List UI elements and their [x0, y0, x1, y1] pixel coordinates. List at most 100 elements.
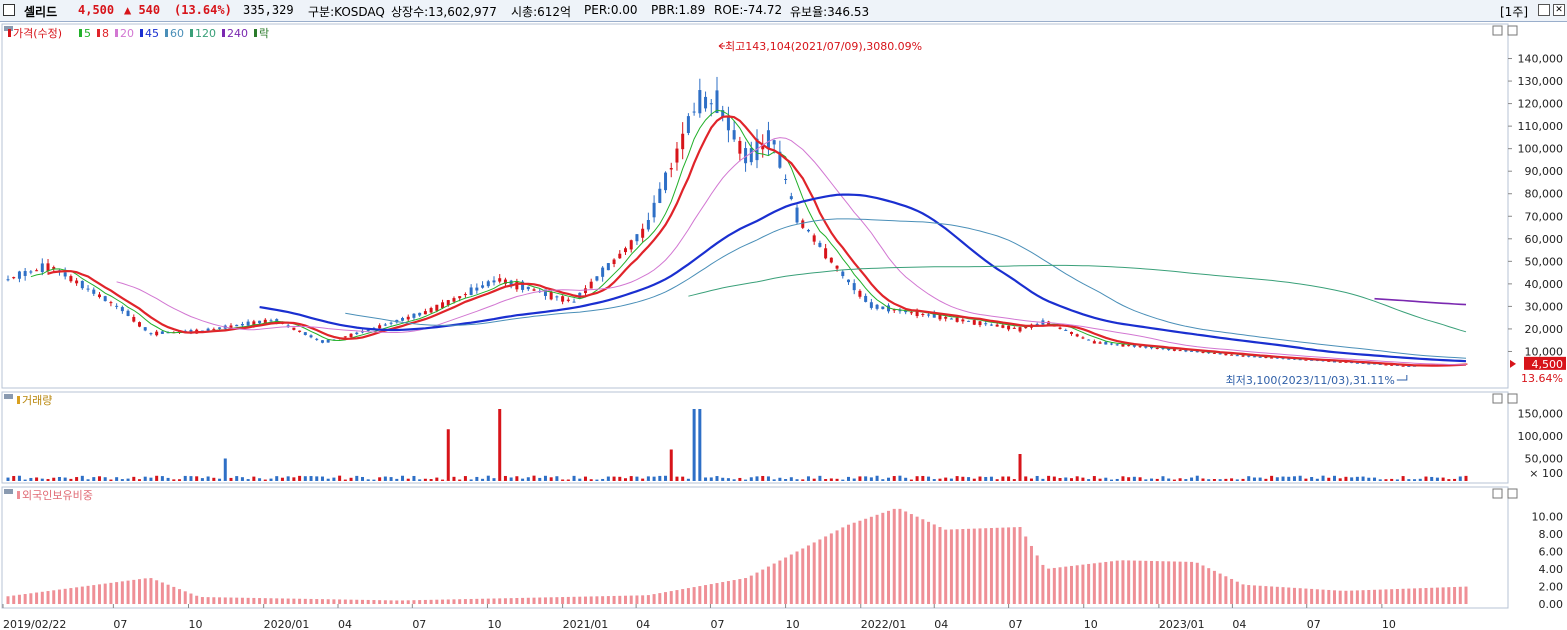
period-button[interactable]: [1주]	[1500, 5, 1529, 19]
price-candle	[246, 321, 250, 326]
foreign-ratio-bar	[1161, 561, 1165, 604]
price-y-tick-label: 30,000	[1525, 300, 1564, 313]
foreign-ratio-bar	[881, 512, 885, 604]
foreign-ratio-bar	[12, 595, 16, 604]
foreign-ratio-bar	[418, 600, 422, 604]
volume-bar	[435, 477, 439, 481]
volume-bar	[1075, 476, 1079, 481]
price-candle	[629, 240, 633, 250]
volume-bar	[1338, 478, 1342, 481]
volume-bar	[280, 477, 284, 481]
volume-bar	[641, 478, 645, 481]
foreign-ratio-bar	[898, 508, 902, 604]
price-candle	[269, 320, 273, 322]
foreign-ratio-bar	[320, 599, 324, 604]
foreign-ratio-bar	[338, 599, 342, 604]
price-candle	[412, 313, 416, 318]
volume-bar	[103, 477, 107, 481]
price-candle	[1270, 357, 1274, 359]
price-candle	[132, 316, 136, 322]
foreign-ratio-bar	[1453, 586, 1457, 604]
maximize-icon[interactable]	[1538, 4, 1550, 16]
price-candle	[1384, 364, 1388, 366]
price-candle	[120, 307, 124, 312]
foreign-ratio-bar	[583, 596, 587, 604]
price-candle	[846, 279, 850, 283]
volume-bar	[1350, 477, 1354, 481]
panel-1-frame	[1, 23, 1509, 389]
price-candle	[155, 331, 159, 336]
volume-bar	[1281, 476, 1285, 481]
foreign-ratio-bar	[1458, 586, 1462, 604]
price-y-tick-label: 70,000	[1525, 210, 1564, 223]
price-candle	[869, 302, 873, 308]
price-candle	[1310, 359, 1314, 361]
price-candle	[86, 288, 90, 290]
volume-bar	[852, 478, 856, 481]
foreign-ratio-bar	[1144, 560, 1148, 604]
foreign-ratio-bar	[1390, 589, 1394, 604]
foreign-ratio-bar	[784, 557, 788, 604]
price-candle	[1098, 342, 1102, 344]
volume-bar	[35, 477, 39, 481]
volume-bar	[303, 476, 307, 481]
price-candle	[103, 296, 107, 302]
foreign-ratio-bar	[532, 597, 536, 604]
volume-bar	[1161, 476, 1165, 481]
foreign-ratio-bar	[1332, 590, 1336, 604]
legend-swatch	[97, 29, 100, 37]
price-candle	[80, 280, 84, 289]
foreign-ratio-bar	[772, 563, 776, 604]
price-candle	[1144, 346, 1148, 348]
price-candle	[1024, 326, 1028, 329]
volume-bar	[1235, 479, 1239, 481]
foreign-ratio-bar	[252, 597, 256, 604]
foreign-ratio-bar	[75, 587, 79, 604]
price-candle	[1367, 363, 1371, 365]
price-candle	[984, 323, 988, 325]
foreign-ratio-bar	[1270, 586, 1274, 604]
price-y-tick-label: 20,000	[1525, 323, 1564, 336]
price-candle	[921, 314, 925, 316]
select-checkbox[interactable]	[3, 4, 15, 16]
foreign-ratio-bar	[1384, 589, 1388, 604]
price-candle	[40, 263, 44, 272]
foreign-ratio-bar	[721, 582, 725, 604]
volume-bar	[749, 477, 753, 481]
legend-swatch	[8, 29, 11, 37]
volume-bar	[652, 476, 656, 481]
volume-bar	[841, 479, 845, 481]
close-icon[interactable]: ✕	[1553, 4, 1565, 16]
volume-bar	[80, 475, 84, 481]
price-candle	[675, 148, 679, 163]
foreign-ratio-bar	[801, 548, 805, 604]
foreign-ratio-bar	[1413, 588, 1417, 604]
foreign-ratio-bar	[795, 551, 799, 604]
price-candle	[206, 328, 210, 331]
price-candle	[366, 329, 370, 331]
price-candle	[761, 143, 765, 150]
volume-bar	[138, 479, 142, 481]
volume-bar	[315, 476, 319, 481]
volume-bar	[1430, 476, 1434, 481]
foreign-ratio-bar	[1310, 588, 1314, 604]
volume-bar	[1315, 478, 1319, 481]
foreign-ratio-bar	[1127, 560, 1131, 604]
price-candle	[452, 298, 456, 302]
foreign-ratio-bar	[1338, 590, 1342, 604]
volume-bar	[515, 476, 519, 481]
price-candle	[320, 340, 324, 343]
price-candle	[1190, 350, 1194, 352]
volume-bar	[1201, 478, 1205, 481]
roe-value: ROE:-74.72	[714, 3, 783, 17]
volume-bar	[1012, 479, 1016, 481]
price-candle	[795, 207, 799, 223]
volume-bar	[412, 475, 416, 481]
volume-bar	[258, 478, 262, 481]
foreign-ratio-bar	[755, 572, 759, 604]
foreign-ratio-bar	[189, 593, 193, 604]
foreign-ratio-bar	[555, 597, 559, 604]
price-candle	[401, 317, 405, 321]
volume-bar	[744, 479, 748, 481]
